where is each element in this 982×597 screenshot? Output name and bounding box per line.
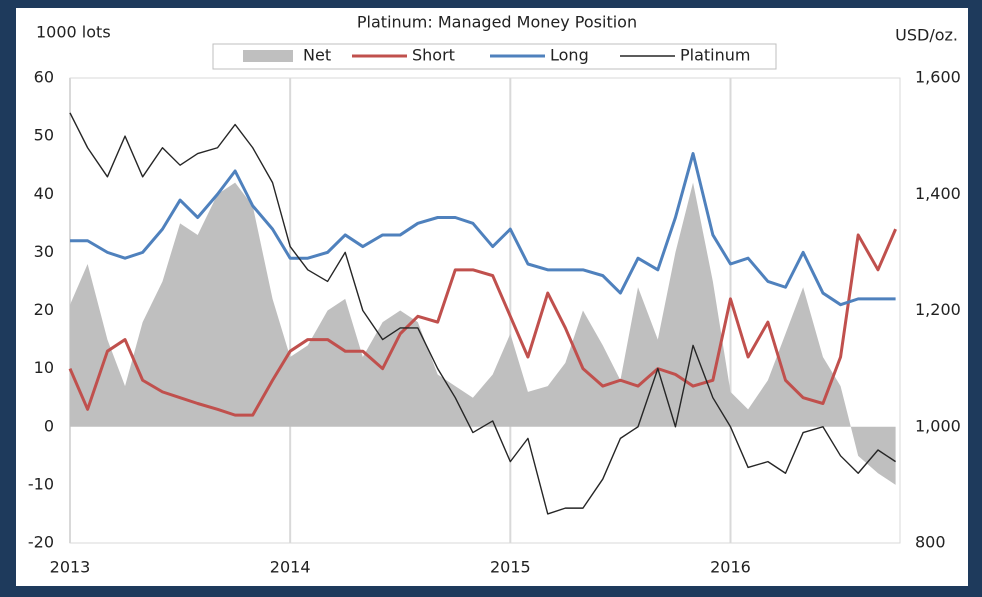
chart-title: Platinum: Managed Money Position [357, 13, 637, 32]
y-tick-label: 20 [34, 300, 54, 319]
y2-tick-label: 1,600 [915, 68, 961, 87]
y-axis-label: 1000 lots [36, 23, 111, 42]
legend-label: Platinum [680, 46, 750, 65]
line [70, 152, 896, 307]
y-tick-label: -10 [28, 474, 54, 493]
x-tick-label: 2013 [50, 558, 91, 577]
y2-tick-label: 1,200 [915, 300, 961, 319]
x-tick-label: 2015 [490, 558, 531, 577]
legend-box [212, 43, 777, 70]
y-tick-label: 0 [44, 416, 54, 435]
legend-label: Net [303, 46, 331, 65]
legend-swatch [243, 50, 293, 62]
y-tick-label: -20 [28, 533, 54, 552]
x-tick-label: 2014 [270, 558, 311, 577]
y2-axis-label: USD/oz. [895, 26, 958, 45]
y2-tick-label: 1,400 [915, 184, 961, 203]
y2-tick-label: 800 [915, 533, 946, 552]
line [69, 112, 896, 515]
y2-tick-label: 1,000 [915, 416, 961, 435]
y-tick-label: 10 [34, 358, 54, 377]
legend-label: Short [412, 46, 455, 65]
y-tick-label: 60 [34, 68, 54, 87]
y-tick-label: 40 [34, 184, 54, 203]
area [70, 182, 896, 485]
line [68, 228, 897, 417]
y-tick-label: 50 [34, 126, 54, 145]
legend-label: Long [550, 46, 589, 65]
x-tick-label: 2016 [710, 558, 751, 577]
y-tick-label: 30 [34, 242, 54, 261]
